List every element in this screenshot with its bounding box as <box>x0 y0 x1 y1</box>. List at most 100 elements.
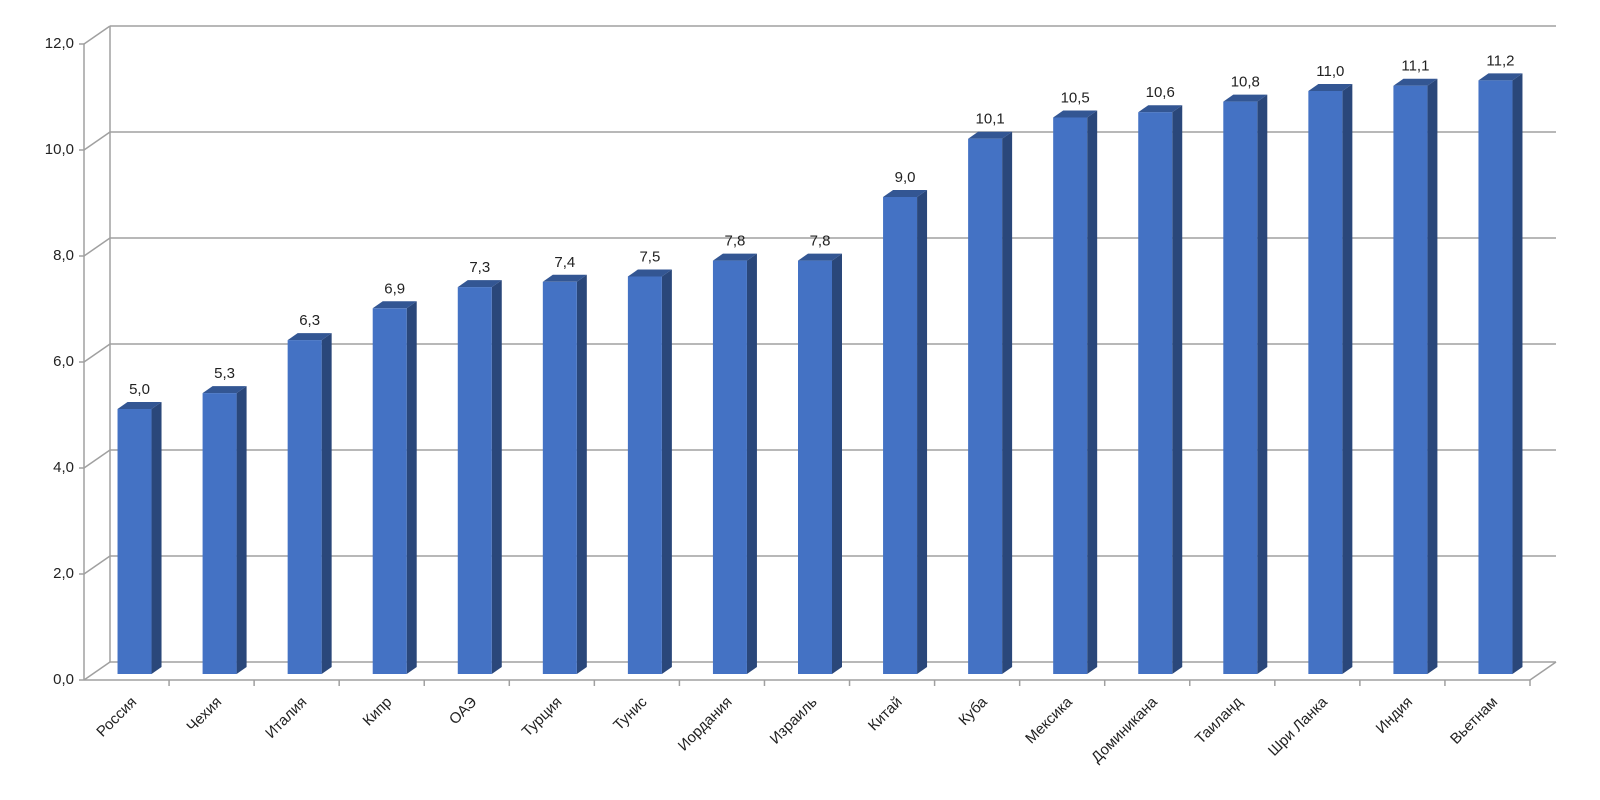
bar <box>1393 85 1428 674</box>
bar-side <box>406 301 417 674</box>
y-tick-label: 10,0 <box>45 141 74 158</box>
x-tick-label: Иордания <box>675 694 736 755</box>
bar-side <box>917 190 928 674</box>
bar-top <box>1138 105 1183 113</box>
y-tick-label: 6,0 <box>53 353 74 370</box>
bar-top <box>1393 78 1438 86</box>
bar-side <box>576 274 587 674</box>
y-tick-label: 12,0 <box>45 35 74 52</box>
bar-top <box>542 274 587 282</box>
grid-line-side <box>83 343 111 363</box>
bar <box>1138 112 1173 674</box>
bar <box>798 260 832 674</box>
bar-top <box>117 402 162 409</box>
value-label: 7,5 <box>639 248 660 265</box>
bar <box>1053 117 1088 674</box>
bar <box>542 281 577 674</box>
grid-line-side <box>83 555 111 575</box>
x-tick-label: Куба <box>955 693 991 729</box>
x-tick-label: Индия <box>1373 694 1416 737</box>
bar <box>1308 91 1343 674</box>
grid-line-side <box>83 237 111 257</box>
value-label: 10,8 <box>1231 74 1260 91</box>
x-tick-label: Тунис <box>610 693 651 734</box>
value-label: 7,3 <box>469 259 490 276</box>
value-label: 6,9 <box>384 280 405 297</box>
x-tick-label: Турция <box>519 694 566 741</box>
bar-top <box>798 253 842 261</box>
grid-line-side <box>83 449 111 469</box>
value-label: 6,3 <box>299 312 320 329</box>
value-label: 11,0 <box>1316 63 1344 80</box>
value-label: 7,4 <box>554 254 575 271</box>
bar-side <box>1257 94 1268 675</box>
value-label: 10,5 <box>1061 89 1090 106</box>
bar-side <box>746 253 757 674</box>
x-tick-label: Россия <box>93 694 140 741</box>
x-tick-label: Вьетнам <box>1447 694 1501 748</box>
bar <box>457 287 492 674</box>
bar-top <box>287 333 332 341</box>
bar <box>883 197 918 674</box>
bar <box>202 393 237 674</box>
value-label: 11,2 <box>1486 52 1514 69</box>
bar <box>1223 101 1258 675</box>
x-tick-label: Италия <box>262 694 310 742</box>
bar <box>627 276 662 674</box>
x-tick-label: Китай <box>865 694 906 735</box>
bar-side <box>1342 84 1353 674</box>
y-tick-label: 4,0 <box>53 459 74 476</box>
bar-top <box>968 131 1013 139</box>
bar-top <box>883 190 928 197</box>
x-tick-label: Шри Ланка <box>1265 693 1331 759</box>
bar-top <box>202 386 247 394</box>
value-label: 7,8 <box>725 233 746 250</box>
value-label: 11,1 <box>1401 58 1429 75</box>
bar <box>1478 80 1513 674</box>
bar-top <box>1308 84 1353 91</box>
bar-side <box>1427 78 1438 674</box>
x-tick-label: Чехия <box>183 694 225 736</box>
value-label: 10,6 <box>1146 84 1175 101</box>
bar-side <box>151 402 162 674</box>
bar-top <box>457 280 502 288</box>
bar <box>712 260 747 674</box>
bar-top <box>372 301 417 309</box>
x-tick-label: Мексика <box>1022 693 1076 747</box>
bar <box>287 340 322 674</box>
value-label: 9,0 <box>895 169 916 186</box>
bar-side <box>321 333 332 674</box>
bar-side <box>1512 73 1523 674</box>
x-tick-label: Кипр <box>360 694 396 730</box>
value-label: 5,3 <box>214 365 235 382</box>
grid-line-side <box>83 25 111 45</box>
x-tick-label: Израиль <box>767 693 821 747</box>
bar-side <box>236 386 247 674</box>
bar <box>372 308 407 674</box>
bar-side <box>1002 131 1013 674</box>
x-tick-label: Доминикана <box>1088 693 1161 766</box>
x-tick-label: Таиланд <box>1192 693 1246 747</box>
grid-line-side <box>83 131 111 151</box>
x-tick-label: ОАЭ <box>446 693 481 728</box>
bar <box>968 138 1003 674</box>
bar-top <box>627 269 672 277</box>
y-tick-label: 8,0 <box>53 247 74 264</box>
bar-side <box>1172 105 1183 674</box>
bar-side <box>832 253 842 674</box>
bar-side <box>661 269 672 674</box>
bar <box>117 409 152 674</box>
bar-side <box>491 280 502 674</box>
value-label: 5,0 <box>129 381 150 398</box>
bar-top <box>712 253 757 261</box>
bar-top <box>1053 110 1098 118</box>
bar-top <box>1478 73 1523 81</box>
value-label: 10,1 <box>976 111 1005 128</box>
y-tick-label: 2,0 <box>53 565 74 582</box>
grid-line-side <box>83 661 111 681</box>
y-tick-label: 0,0 <box>53 671 74 688</box>
bar-side <box>1087 110 1098 674</box>
floor-right <box>1529 661 1557 681</box>
value-label: 7,8 <box>810 233 831 250</box>
